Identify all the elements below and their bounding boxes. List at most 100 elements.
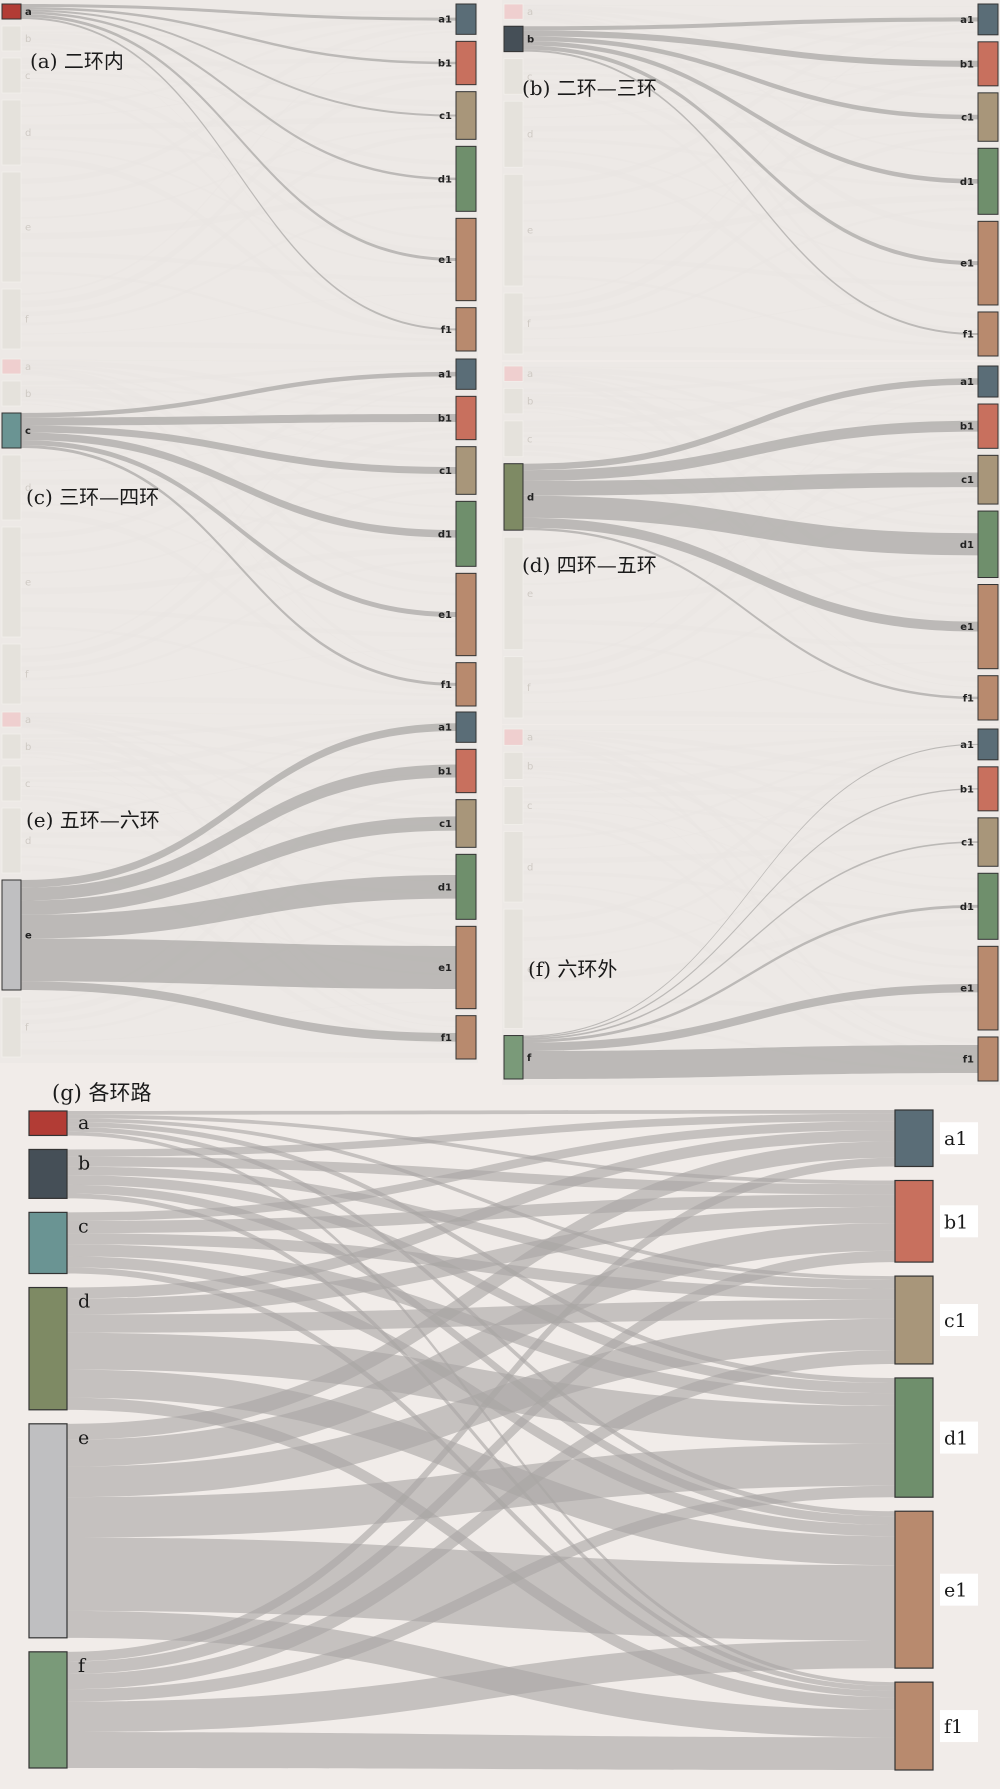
- link-e-c1: [21, 816, 456, 915]
- faded-link-a-a1: [21, 712, 456, 715]
- source-node-d: [1, 99, 22, 166]
- target-label-e1: e1: [438, 963, 452, 974]
- faded-link-d-d1: [523, 137, 978, 189]
- source-label-d: d: [527, 862, 533, 873]
- faded-link-d-b1: [523, 792, 978, 850]
- target-label-d1: d1: [944, 1428, 968, 1450]
- faded-link-e-a1: [21, 24, 456, 184]
- faded-link-b-a1: [21, 717, 456, 738]
- panel-title-f: (f) 六环外: [528, 957, 617, 981]
- source-node-a: [503, 728, 524, 746]
- target-node-b1: [894, 1179, 934, 1263]
- source-label-c: c: [25, 426, 31, 437]
- link-f-d1: [67, 1485, 895, 1702]
- source-node-f: [28, 1651, 68, 1769]
- target-label-f1: f1: [441, 1033, 452, 1044]
- target-node-e1: [455, 925, 477, 1010]
- link-b-a1: [67, 1113, 895, 1157]
- target-label-b1: b1: [960, 422, 974, 433]
- source-label-e: e: [25, 223, 31, 234]
- target-label-d1: d1: [438, 882, 452, 893]
- faded-link-e-f1: [523, 1017, 978, 1072]
- faded-link-b-f1: [21, 403, 456, 674]
- source-node-b: [503, 751, 524, 780]
- faded-link-f-f1: [21, 696, 456, 706]
- faded-link-e-f1: [523, 638, 978, 711]
- target-label-f1: f1: [963, 329, 974, 340]
- faded-link-b-a1: [523, 734, 978, 757]
- target-label-a1: a1: [960, 740, 974, 751]
- target-label-f1: f1: [963, 1054, 974, 1065]
- target-node-a1: [455, 358, 477, 390]
- link-e-f1: [21, 981, 456, 1042]
- faded-link-a-b1: [523, 730, 978, 774]
- faded-link-c-c1: [21, 779, 456, 821]
- target-node-b1: [977, 403, 999, 449]
- target-label-c1: c1: [439, 111, 452, 122]
- link-c-a1: [21, 371, 456, 418]
- faded-link-b-b1: [523, 393, 978, 416]
- source-node-a: [28, 1110, 68, 1137]
- faded-link-f-f1: [523, 710, 978, 719]
- source-label-f: f: [25, 1023, 29, 1034]
- source-node-f: [1, 288, 22, 350]
- target-label-c1: c1: [961, 475, 974, 486]
- source-node-d: [503, 100, 524, 168]
- faded-link-a-f1: [523, 15, 978, 318]
- target-node-e1: [455, 572, 477, 657]
- target-node-d1: [455, 853, 477, 920]
- target-label-box: [940, 1304, 978, 1337]
- link-c-f1: [21, 445, 456, 686]
- panel-title-a: (a) 二环内: [30, 49, 124, 73]
- link-a-a1: [67, 1110, 895, 1115]
- target-node-a1: [455, 3, 477, 35]
- faded-link-e-c1: [523, 853, 978, 960]
- target-node-c1: [977, 92, 999, 142]
- link-b-c1: [67, 1166, 895, 1289]
- link-b-a1: [523, 17, 978, 31]
- link-e-d1: [21, 875, 456, 939]
- faded-link-b-a1: [523, 372, 978, 393]
- link-c-d1: [21, 432, 456, 538]
- link-e-b1: [67, 1223, 895, 1467]
- sankey-panel-a: a b c d e f a1 b1 c1 d1 e1 f1 (a) 二环内: [0, 0, 478, 355]
- faded-link-e-d1: [523, 557, 978, 606]
- source-label-b: b: [78, 1152, 90, 1174]
- source-node-a: [503, 3, 524, 20]
- source-node-c: [1, 57, 22, 94]
- link-f-e1: [523, 983, 978, 1051]
- faded-link-d-a1: [523, 20, 978, 109]
- source-label-b: b: [527, 34, 534, 45]
- faded-link-f-b1: [523, 79, 978, 312]
- link-a-f1: [21, 17, 456, 331]
- source-node-e: [503, 908, 524, 1029]
- faded-link-f-b1: [523, 441, 978, 676]
- target-label-d1: d1: [960, 540, 974, 551]
- target-node-d1: [455, 500, 477, 567]
- faded-link-f-f1: [523, 346, 978, 355]
- faded-link-d-c1: [21, 116, 456, 130]
- link-a-c1: [21, 9, 456, 117]
- faded-link-b-c1: [523, 395, 978, 471]
- faded-link-a-c1: [523, 370, 978, 462]
- faded-link-a-c1: [21, 716, 456, 806]
- faded-link-e-c1: [21, 126, 456, 219]
- faded-link-c-a1: [523, 375, 978, 427]
- source-label-d: d: [527, 492, 534, 503]
- link-e-a1: [67, 1141, 895, 1440]
- source-label-b: b: [527, 761, 533, 772]
- faded-link-f-e1: [21, 293, 456, 335]
- faded-link-a-c1: [523, 8, 978, 99]
- target-node-e1: [977, 220, 999, 306]
- faded-link-d-f1: [523, 893, 978, 1066]
- faded-link-e-b1: [523, 798, 978, 941]
- link-d-d1: [523, 495, 978, 556]
- source-label-e: e: [527, 964, 533, 975]
- faded-link-b-d1: [21, 746, 456, 873]
- faded-link-d-b1: [21, 66, 456, 117]
- faded-link-a-c1: [21, 363, 456, 453]
- target-label-box: [940, 1122, 978, 1155]
- faded-link-f-a1: [21, 385, 456, 650]
- faded-link-f-c1: [523, 135, 978, 321]
